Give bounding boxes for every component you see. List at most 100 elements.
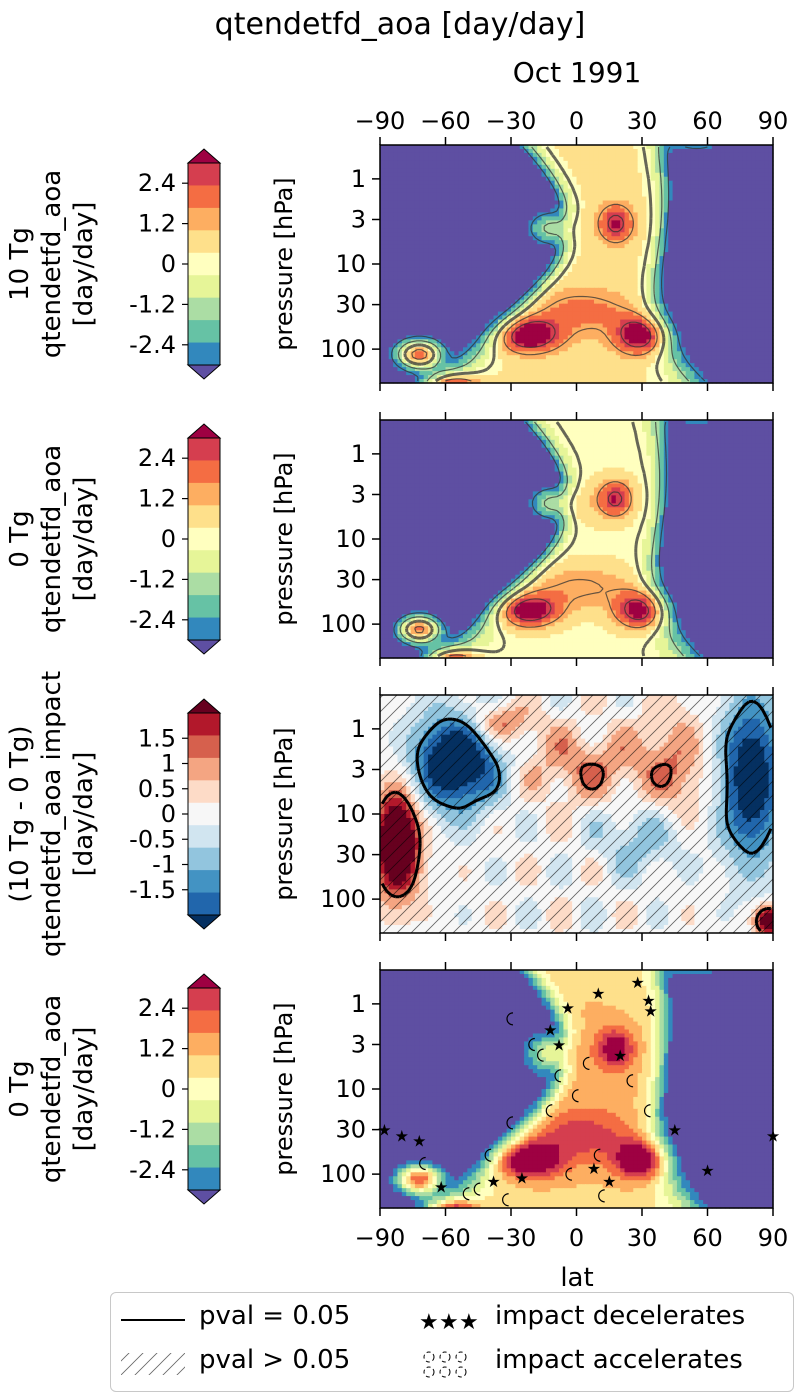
field-cell xyxy=(633,180,639,186)
field-cell xyxy=(445,267,451,273)
field-cell xyxy=(611,152,617,158)
field-cell xyxy=(428,331,433,336)
field-cell xyxy=(541,244,547,249)
field-cell xyxy=(458,256,464,261)
field-cell xyxy=(380,204,385,210)
field-cell xyxy=(602,299,608,305)
field-cell xyxy=(742,264,748,269)
field-cell xyxy=(519,232,525,237)
field-cell xyxy=(755,145,761,150)
field-cell xyxy=(768,323,774,329)
field-cell xyxy=(620,200,626,206)
field-cell xyxy=(593,145,599,150)
field-cell xyxy=(458,192,464,198)
field-cell xyxy=(759,264,765,269)
field-cell xyxy=(685,315,691,321)
field-cell xyxy=(480,220,486,225)
field-cell xyxy=(545,319,551,325)
field-cell xyxy=(441,208,447,214)
field-cell xyxy=(663,212,669,217)
field-cell xyxy=(554,359,560,364)
field-cell xyxy=(458,220,464,225)
field-cell xyxy=(585,279,591,285)
field-cell xyxy=(497,315,503,321)
field-cell xyxy=(532,208,538,214)
field-cell xyxy=(729,204,735,210)
field-cell xyxy=(746,283,752,289)
field-cell xyxy=(436,192,442,198)
field-cell xyxy=(598,295,604,301)
field-cell xyxy=(554,264,560,269)
field-cell xyxy=(467,240,473,245)
field-cell xyxy=(690,271,695,277)
field-cell xyxy=(384,184,390,190)
field-cell xyxy=(642,327,647,333)
field-cell xyxy=(388,343,394,348)
field-cell xyxy=(768,184,774,190)
field-cell xyxy=(428,224,433,229)
field-cell xyxy=(410,168,416,174)
field-cell xyxy=(655,208,661,214)
field-cell xyxy=(707,228,713,233)
field-cell xyxy=(659,315,665,321)
field-cell xyxy=(720,240,726,245)
field-cell xyxy=(480,216,486,221)
field-cell xyxy=(502,192,508,198)
field-cell xyxy=(559,279,564,285)
field-cell xyxy=(397,212,403,217)
field-cell xyxy=(624,271,630,277)
field-cell xyxy=(742,208,748,214)
field-cell xyxy=(672,271,678,277)
field-cell xyxy=(567,299,573,305)
field-cell xyxy=(515,188,521,194)
field-cell xyxy=(650,212,656,217)
field-cell xyxy=(703,315,709,321)
field-cell xyxy=(506,295,512,301)
field-cell xyxy=(506,244,512,249)
field-cell xyxy=(746,220,752,225)
field-cell xyxy=(659,319,665,325)
field-cell xyxy=(528,271,534,277)
field-cell xyxy=(471,220,477,225)
field-cell xyxy=(716,347,722,352)
field-cell xyxy=(602,196,608,202)
field-cell xyxy=(624,240,630,245)
field-cell xyxy=(524,339,530,344)
field-cell xyxy=(462,283,468,289)
field-cell xyxy=(414,244,420,249)
field-cell xyxy=(637,256,643,261)
field-cell xyxy=(711,351,717,356)
field-cell xyxy=(633,275,639,281)
field-cell xyxy=(436,271,442,277)
field-cell xyxy=(519,224,525,229)
field-cell xyxy=(589,323,595,329)
field-cell xyxy=(519,307,525,313)
field-cell xyxy=(480,168,486,174)
field-cell xyxy=(515,176,521,182)
field-cell xyxy=(690,343,695,348)
field-cell xyxy=(602,331,608,336)
field-cell xyxy=(554,327,560,333)
field-cell xyxy=(755,264,761,269)
field-cell xyxy=(733,260,739,265)
field-cell xyxy=(524,152,530,158)
field-cell xyxy=(755,311,761,317)
field-cell xyxy=(471,335,477,340)
field-cell xyxy=(585,327,591,333)
field-cell xyxy=(768,355,774,360)
field-cell xyxy=(676,256,682,261)
field-cell xyxy=(524,204,530,210)
field-cell xyxy=(724,335,730,340)
field-cell xyxy=(401,256,407,261)
field-cell xyxy=(458,228,464,233)
field-cell xyxy=(515,192,521,198)
field-cell xyxy=(611,279,617,285)
field-cell xyxy=(397,224,403,229)
field-cell xyxy=(449,248,455,253)
field-cell xyxy=(593,188,599,194)
field-cell xyxy=(681,291,687,297)
field-cell xyxy=(576,148,582,154)
field-cell xyxy=(511,299,516,305)
field-cell xyxy=(720,275,726,281)
field-cell xyxy=(397,311,403,317)
